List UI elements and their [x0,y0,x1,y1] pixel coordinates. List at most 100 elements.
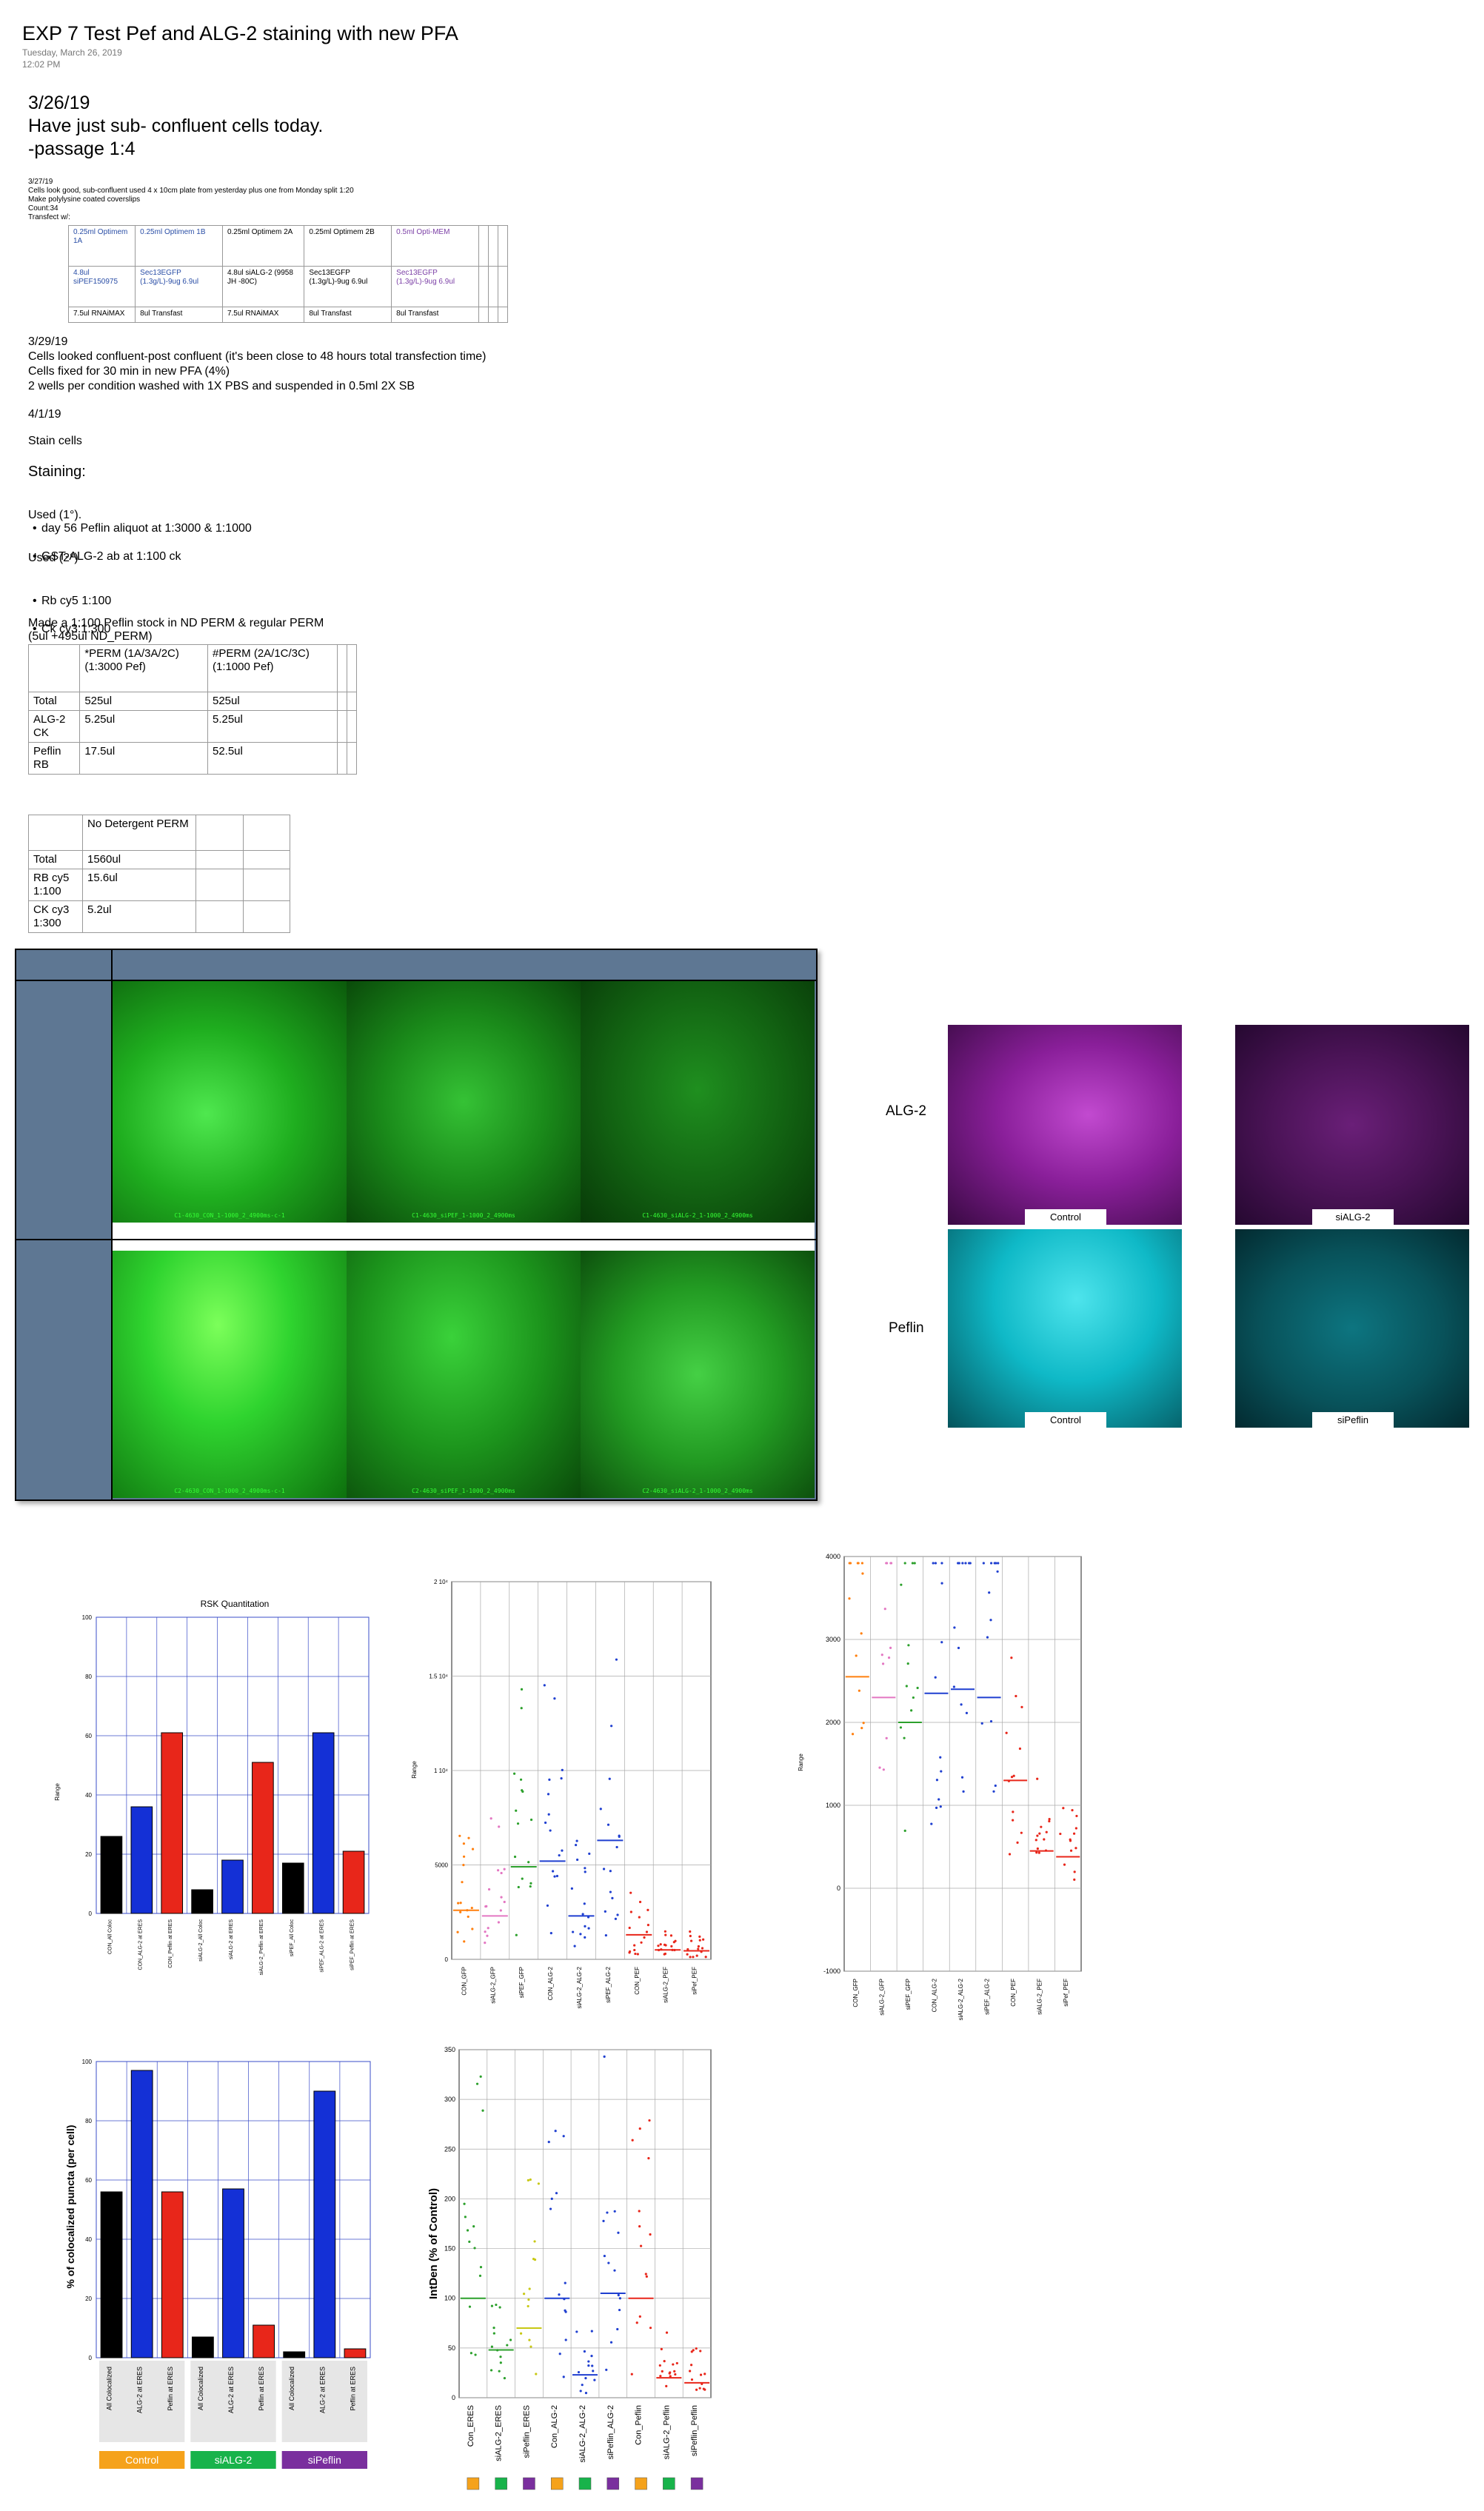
data-point [1062,1807,1064,1809]
data-point [1069,1839,1072,1841]
group-legend-label: Control [125,2454,158,2466]
data-point [561,1769,564,1771]
y-axis-label: Range [54,1783,61,1801]
data-point [513,1773,515,1775]
x-tick-label: siALG-2_Peflin at ERES [259,1919,264,1976]
data-point [604,2255,606,2257]
data-point [1012,1810,1014,1813]
data-point [664,1953,666,1956]
data-point [860,1632,863,1634]
image-label: Control [1025,1209,1106,1225]
y-tick-label: 40 [85,1792,92,1799]
data-point [487,1927,489,1929]
data-point [591,2364,593,2367]
table-cell [337,645,347,692]
data-point [888,1656,890,1659]
data-point [1075,1815,1077,1817]
bar [222,1860,244,1913]
table-cell: 7.5ul RNAiMAX [222,307,304,323]
table-cell [478,226,488,267]
data-point [563,2375,565,2378]
y-tick-label: 100 [82,2059,93,2065]
category-chip [579,2478,591,2490]
data-point [614,2210,616,2213]
data-point [580,2390,582,2392]
data-point [576,1839,578,1842]
data-point [578,2371,580,2373]
data-point [1073,1833,1075,1835]
data-point [889,1562,892,1564]
bar [101,2192,122,2358]
note-329-date: 3/29/19 [28,335,67,350]
data-point [480,2266,482,2268]
data-point [1046,1831,1048,1833]
table-cell [196,815,244,851]
note-327-line: Cells look good, sub-confluent used 4 x … [28,187,354,195]
data-point [587,1927,589,1929]
data-point [1035,1839,1037,1841]
x-tick-label: Con_Peflin [635,2405,644,2445]
data-point [613,2270,615,2272]
micrograph-panel: C1-4630_CON_1-1000_2_4900ms-c-1 C1-4630_… [15,949,818,1501]
data-point [995,1785,997,1787]
table-cell [498,267,507,307]
y-tick-label: 50 [448,2344,455,2352]
data-point [515,1934,518,1936]
peflin-control-image: Control [948,1229,1182,1428]
data-point [609,1778,611,1780]
data-point [647,2157,649,2159]
data-point [852,1733,854,1735]
data-point [467,1916,469,1918]
data-point [504,1901,506,1903]
x-tick-label: siPEF_All Coloc [290,1919,295,1957]
data-point [940,1805,942,1808]
micrograph-caption: C2-4630_siPEF_1-1000_2_4900ms [347,1488,581,1494]
data-point [485,1905,487,1908]
data-point [664,1930,666,1933]
data-point [953,1626,955,1628]
data-point [863,1722,865,1724]
data-point [491,2305,493,2307]
y-tick-label: 4000 [826,1553,840,1560]
data-point [471,1927,473,1930]
x-tick-label: siALG-2_PEF [1037,1979,1043,2015]
data-point [523,2293,525,2295]
data-point [659,2375,661,2377]
data-point [661,2370,664,2373]
data-point [610,1725,612,1727]
data-point [995,1562,997,1564]
data-point [574,1945,576,1947]
data-point [1020,1832,1023,1834]
data-point [1036,1834,1038,1836]
data-point [1038,1833,1040,1835]
data-point [1037,1848,1039,1850]
data-point [1035,1851,1037,1853]
data-point [498,1825,500,1828]
data-point [1009,1853,1011,1855]
table-cell: Sec13EGFP (1.3g/L)-9ug 6.9ul [136,267,223,307]
data-point [602,2220,604,2222]
data-point [463,1856,465,1858]
used-primary: Used (1°). [28,508,81,523]
table-cell [347,645,356,692]
data-point [646,1930,648,1933]
x-tick-label: siPeflin_ERES [522,2405,531,2458]
data-point [610,2341,612,2344]
data-point [903,1737,905,1739]
note-41-date: 4/1/19 [28,407,61,422]
data-point [645,2273,647,2275]
bar [343,1851,364,1913]
data-point [1036,1778,1038,1780]
data-point [935,1562,937,1564]
data-point [495,2304,497,2306]
data-point [643,1936,645,1939]
data-point [939,1756,941,1759]
data-point [1038,1852,1040,1854]
table-cell: Sec13EGFP (1.3g/L)-9ug 6.9ul [392,267,479,307]
data-point [463,2203,465,2205]
data-point [481,2110,484,2112]
data-point [563,2135,565,2137]
data-point [458,1835,461,1837]
data-point [529,1882,532,1885]
data-point [636,2321,638,2324]
